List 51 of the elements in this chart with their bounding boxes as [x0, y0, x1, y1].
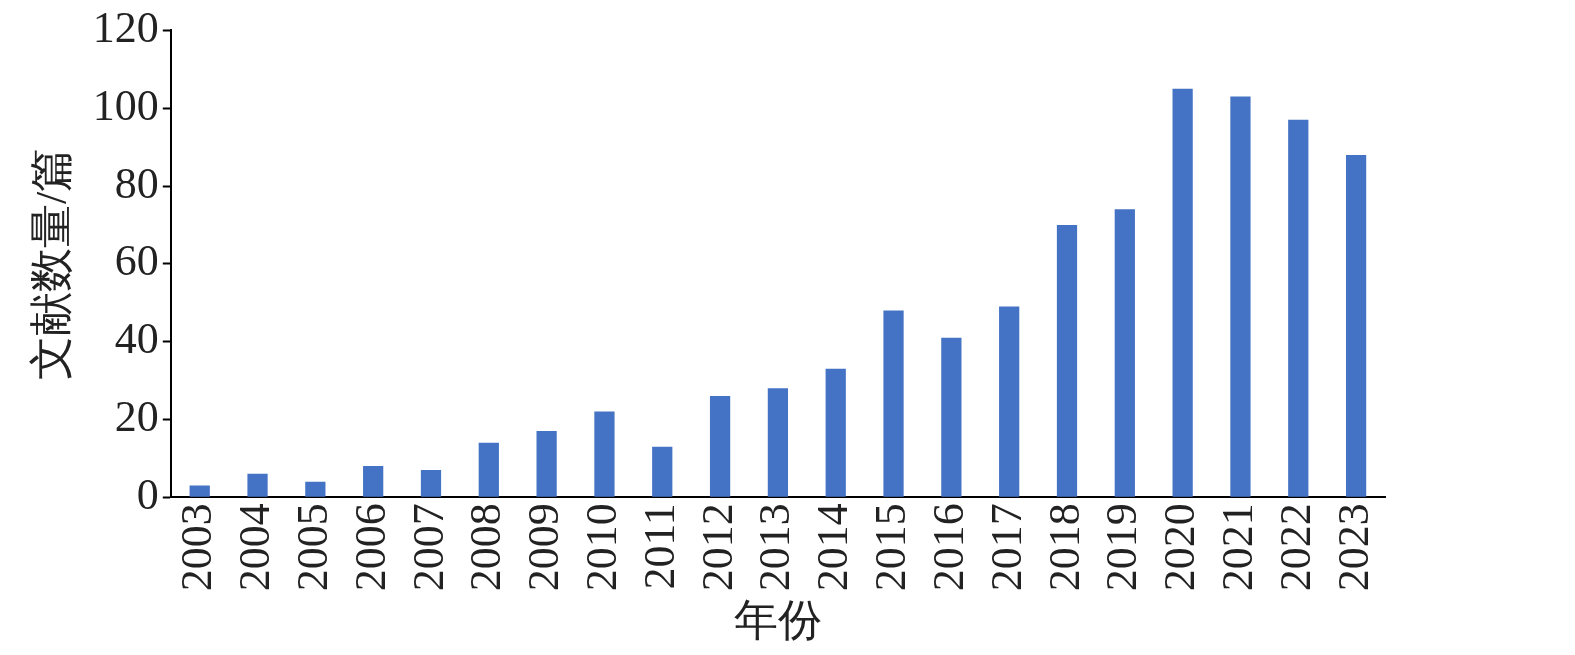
- y-tick-label: 0: [136, 469, 159, 519]
- bar: [247, 473, 268, 497]
- x-tick-label: 2016: [923, 503, 973, 592]
- bar: [305, 481, 326, 497]
- x-tick-label: 2012: [692, 503, 742, 592]
- y-tick-label: 40: [114, 314, 159, 364]
- bar: [999, 306, 1020, 497]
- bar: [189, 485, 210, 497]
- bar: [1345, 154, 1367, 497]
- x-tick-label: 2009: [519, 503, 569, 592]
- x-tick-label: 2019: [1097, 503, 1147, 592]
- x-tick-label: 2022: [1270, 503, 1320, 592]
- bar: [941, 337, 962, 497]
- x-tick-label: 2014: [808, 503, 858, 592]
- y-axis-title: 文献数量/篇: [26, 147, 76, 380]
- x-tick-label: 2021: [1213, 503, 1263, 592]
- bar: [1172, 88, 1193, 497]
- bar: [883, 310, 904, 497]
- bar: [652, 446, 673, 497]
- x-tick-label: 2020: [1155, 503, 1205, 592]
- bar: [1056, 224, 1078, 497]
- x-tick-label: 2010: [577, 503, 627, 592]
- x-tick-label: 2017: [981, 503, 1031, 592]
- x-tick-label: 2004: [230, 503, 280, 592]
- x-tick-label: 2005: [287, 503, 337, 592]
- bar: [478, 442, 499, 497]
- y-tick-label: 60: [114, 236, 159, 286]
- bar: [420, 469, 442, 497]
- x-tick-label: 2011: [634, 503, 684, 590]
- bar: [536, 431, 557, 497]
- bar: [767, 388, 789, 497]
- bar: [825, 368, 846, 497]
- x-tick-label: 2006: [345, 503, 395, 592]
- x-tick-label: 2003: [172, 503, 222, 592]
- y-tick-label: 20: [114, 391, 159, 441]
- bar: [594, 411, 615, 497]
- y-tick-label: 80: [114, 158, 159, 208]
- bar: [709, 396, 731, 497]
- bar: [1230, 96, 1251, 497]
- x-tick-label: 2015: [866, 503, 916, 592]
- y-tick-label: 100: [92, 80, 159, 130]
- bar: [1288, 119, 1309, 497]
- x-tick-label: 2023: [1328, 503, 1378, 592]
- x-tick-label: 2018: [1039, 503, 1089, 592]
- x-tick-label: 2007: [403, 503, 453, 592]
- y-tick-label: 120: [92, 2, 159, 52]
- x-tick-label: 2013: [750, 503, 800, 592]
- x-tick-label: 2008: [461, 503, 511, 592]
- x-axis-title: 年份: [733, 596, 822, 646]
- bar: [363, 466, 384, 497]
- bar: [1114, 209, 1135, 497]
